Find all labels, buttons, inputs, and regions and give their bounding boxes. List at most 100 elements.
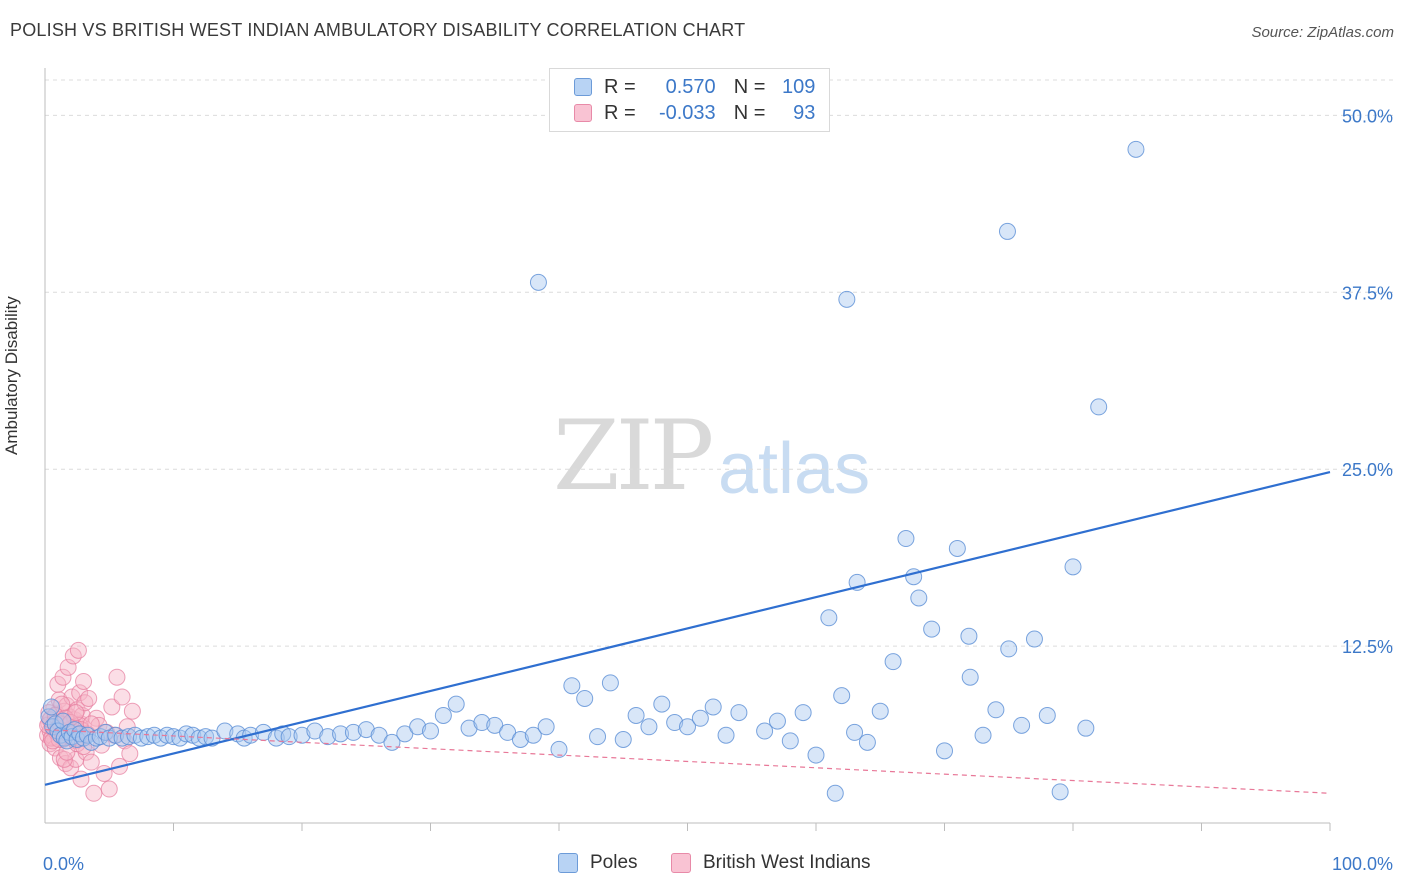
y-tick-label: 37.5% (1342, 283, 1393, 303)
bwi-trend-line (44, 728, 1331, 794)
bwi-swatch (574, 104, 592, 122)
bwi-point (82, 753, 100, 771)
bwi-point (108, 668, 126, 686)
poles-point (524, 726, 542, 744)
poles-point (666, 714, 684, 732)
poles-point (40, 708, 58, 726)
poles-point (961, 668, 979, 686)
legend-item-bwi[interactable]: British West Indians (671, 852, 871, 874)
tick-labels: 12.5% 25.0% 37.5% 50.0% 0.0% 100.0% (43, 106, 1393, 874)
poles-point (846, 723, 864, 741)
y-tick-label: 50.0% (1342, 106, 1393, 126)
x-tick-label-max: 100.0% (1332, 854, 1393, 874)
poles-point (1051, 783, 1069, 801)
poles-point (306, 722, 324, 740)
poles-point (691, 709, 709, 727)
poles-point (987, 701, 1005, 719)
poles-point (974, 726, 992, 744)
poles-point (1013, 716, 1031, 734)
poles-point (1000, 640, 1018, 658)
poles-point (370, 726, 388, 744)
bwi-point (72, 770, 90, 788)
poles-point (158, 726, 176, 744)
poles-point (177, 725, 195, 743)
legend-row-poles: R = 0.570 N = 109 (574, 75, 815, 99)
poles-point (589, 728, 607, 746)
series-legend: Poles British West Indians (0, 852, 1406, 878)
poles-swatch (574, 78, 592, 96)
r-value: -0.033 (658, 101, 716, 124)
poles-point (537, 718, 555, 736)
poles-point (601, 674, 619, 692)
poles-point (120, 728, 138, 746)
poles-point (280, 728, 298, 746)
poles-point (42, 698, 60, 716)
poles-point (344, 723, 362, 741)
r-label: R = (604, 75, 636, 98)
poles-swatch (558, 853, 578, 873)
bwi-swatch (671, 853, 691, 873)
n-label: N = (733, 75, 766, 98)
axes (44, 68, 1331, 831)
grid-lines (45, 79, 1395, 647)
bwi-point (54, 668, 72, 686)
poles-trend-line (44, 470, 1331, 786)
poles-point (923, 620, 941, 638)
poles-point (447, 695, 465, 713)
poles-point (960, 627, 978, 645)
poles-point (838, 290, 856, 308)
poles-point (948, 539, 966, 557)
poles-point (998, 222, 1016, 240)
poles-point (357, 721, 375, 739)
poles-point (768, 712, 786, 730)
bwi-point (123, 702, 141, 720)
y-tick-label: 12.5% (1342, 637, 1393, 657)
legend-label-poles: Poles (590, 852, 638, 873)
poles-point (460, 719, 478, 737)
poles-point (550, 740, 568, 758)
poles-point (511, 731, 529, 749)
bwi-point (69, 641, 87, 659)
poles-point (897, 530, 915, 548)
poles-point (833, 687, 851, 705)
poles-point (529, 273, 547, 291)
bwi-point (100, 780, 118, 798)
legend-row-bwi: R = -0.033 N = 93 (574, 101, 815, 125)
poles-point (640, 718, 658, 736)
poles-point (1090, 398, 1108, 416)
bwi-point (75, 672, 93, 690)
poles-point (704, 698, 722, 716)
y-tick-label: 25.0% (1342, 460, 1393, 480)
bwi-point (95, 764, 113, 782)
r-label: R = (604, 101, 636, 124)
poles-point (794, 704, 812, 722)
poles-point (653, 695, 671, 713)
poles-point (614, 731, 632, 749)
trend-lines (44, 470, 1331, 794)
poles-point (910, 589, 928, 607)
poles-point (826, 784, 844, 802)
poles-point (627, 706, 645, 724)
poles-point (332, 725, 350, 743)
poles-point (576, 689, 594, 707)
n-value: 93 (793, 101, 816, 124)
bwi-point (80, 689, 98, 707)
bwi-point (67, 704, 85, 722)
poles-point (499, 723, 517, 741)
legend-label-bwi: British West Indians (703, 852, 871, 873)
n-label: N = (733, 101, 766, 124)
watermark-zip: ZIP (553, 400, 714, 512)
poles-point (781, 732, 799, 750)
legend-item-poles[interactable]: Poles (558, 852, 638, 874)
poles-point (293, 726, 311, 744)
poles-point (730, 704, 748, 722)
x-tick-label-min: 0.0% (43, 854, 84, 874)
poles-point (139, 728, 157, 746)
poles-point (871, 702, 889, 720)
poles-point (319, 728, 337, 746)
poles-point (679, 718, 696, 736)
chart-title: POLISH VS BRITISH WEST INDIAN AMBULATORY… (10, 20, 746, 40)
poles-point (884, 653, 902, 671)
poles-point (1038, 706, 1056, 724)
